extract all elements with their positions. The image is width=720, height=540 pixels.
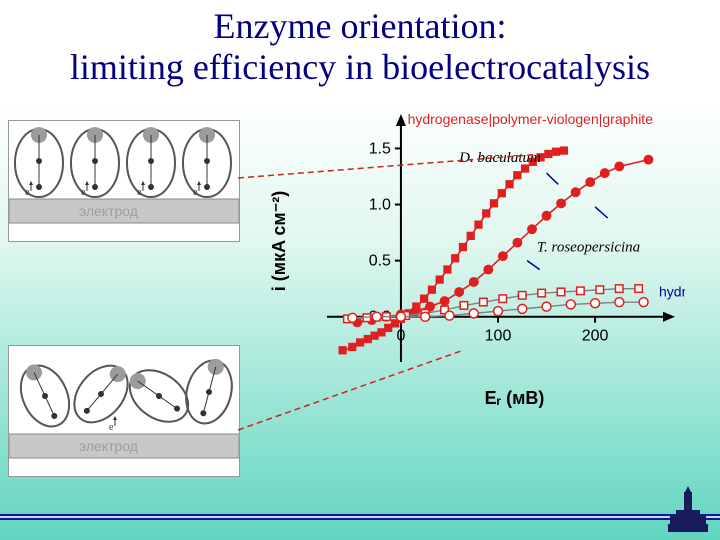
svg-text:электрод: электрод [79, 203, 138, 219]
svg-text:0.5: 0.5 [369, 253, 391, 270]
svg-text:D. baculatum: D. baculatum [458, 150, 541, 166]
electrode-ordered-figure: электрод e e e e [8, 120, 240, 242]
svg-text:0: 0 [396, 328, 405, 345]
svg-text:e: e [137, 187, 142, 198]
svg-text:e: e [81, 187, 86, 198]
svg-text:100: 100 [485, 328, 512, 345]
title-line1: Enzyme orientation: [214, 6, 507, 46]
footer-bar [0, 514, 720, 520]
svg-text:T. roseopersicina: T. roseopersicina [537, 240, 640, 256]
svg-text:1.5: 1.5 [369, 140, 391, 157]
electrode-random-figure: электрод e [8, 345, 240, 477]
svg-text:Eᵣ (мВ): Eᵣ (мВ) [485, 388, 545, 408]
svg-text:1.0: 1.0 [369, 197, 391, 214]
msu-logo [662, 484, 714, 536]
svg-text:200: 200 [582, 328, 609, 345]
current-voltage-chart: 01002000.00.51.01.5Eᵣ (мВ)i (мкA см⁻²)hy… [255, 108, 685, 413]
svg-text:электрод: электрод [79, 438, 138, 454]
svg-text:e: e [25, 187, 30, 198]
slide-title: Enzyme orientation: limiting efficiency … [0, 6, 720, 89]
title-line2: limiting efficiency in bioelectrocatalys… [70, 47, 650, 87]
svg-text:e: e [193, 187, 198, 198]
svg-text:e: e [109, 422, 114, 433]
svg-text:i (мкA см⁻²): i (мкA см⁻²) [269, 191, 289, 291]
svg-text:hydrogenase|graphite: hydrogenase|graphite [659, 284, 685, 300]
svg-text:hydrogenase|polymer-viologen|g: hydrogenase|polymer-viologen|graphite [408, 111, 654, 127]
